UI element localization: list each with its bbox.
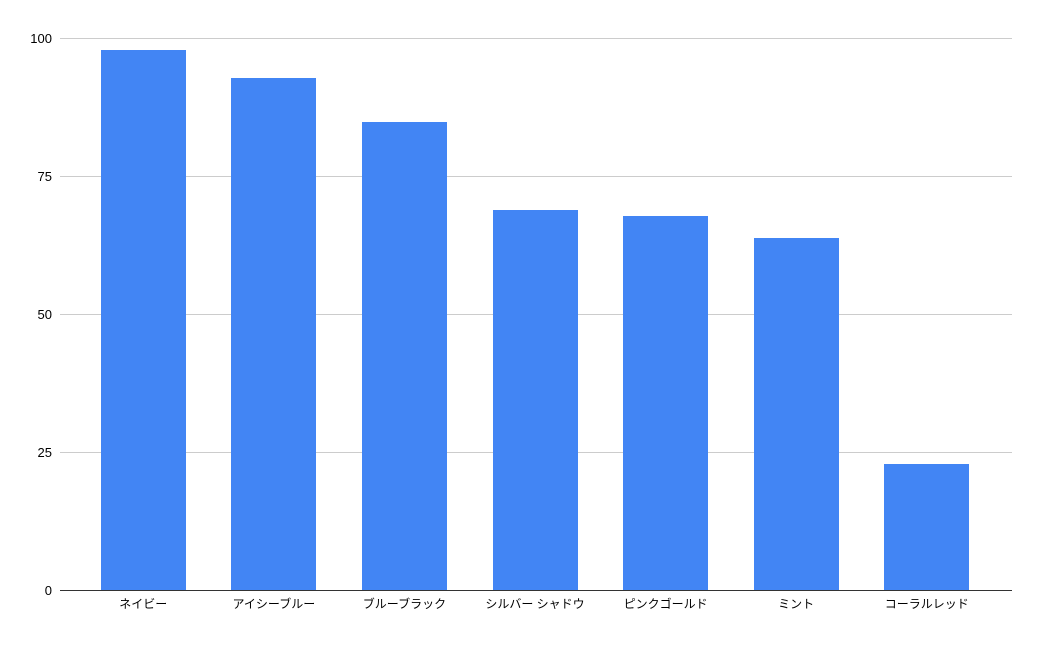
bar-1	[100, 50, 186, 591]
y-tick-label: 25	[37, 445, 52, 460]
y-tick-label: 75	[37, 169, 52, 184]
x-tick-label: ネイビー	[119, 597, 168, 611]
bar-slot	[339, 39, 470, 591]
bar-3	[361, 121, 447, 591]
x-axis: ネイビー アイシーブルー ブルーブラック シルバー シャドウ ピンクゴールド ミント コーラ…	[60, 597, 1012, 612]
bar-slot	[470, 39, 601, 591]
bar-6	[753, 237, 839, 591]
bar-7	[884, 464, 970, 591]
bar-slot	[731, 39, 862, 591]
x-tick-label: ピンクゴールド	[623, 597, 708, 611]
bar-slot	[78, 39, 209, 591]
x-axis-baseline	[60, 590, 1012, 591]
bar-2	[231, 77, 317, 591]
plot-area	[60, 38, 1012, 591]
y-axis: 0 25 50 75 100	[0, 31, 52, 598]
y-tick-label: 100	[30, 31, 52, 46]
y-tick-label: 50	[37, 307, 52, 322]
gridline	[60, 38, 1012, 39]
y-tick-label: 0	[44, 583, 52, 598]
bar-5	[623, 215, 709, 591]
gridline	[60, 176, 1012, 177]
x-tick-label: アイシーブルー	[232, 597, 316, 611]
bar-slot	[600, 39, 731, 591]
bars-container	[60, 39, 1012, 591]
x-tick-label: シルバー シャドウ	[485, 597, 585, 611]
bar-4	[492, 210, 578, 591]
x-tick-label: ミント	[778, 597, 815, 611]
bar-slot	[861, 39, 992, 591]
bar-slot	[209, 39, 340, 591]
x-tick-label: コーラルレッド	[884, 597, 969, 611]
x-tick-label: ブルーブラック	[362, 597, 447, 611]
